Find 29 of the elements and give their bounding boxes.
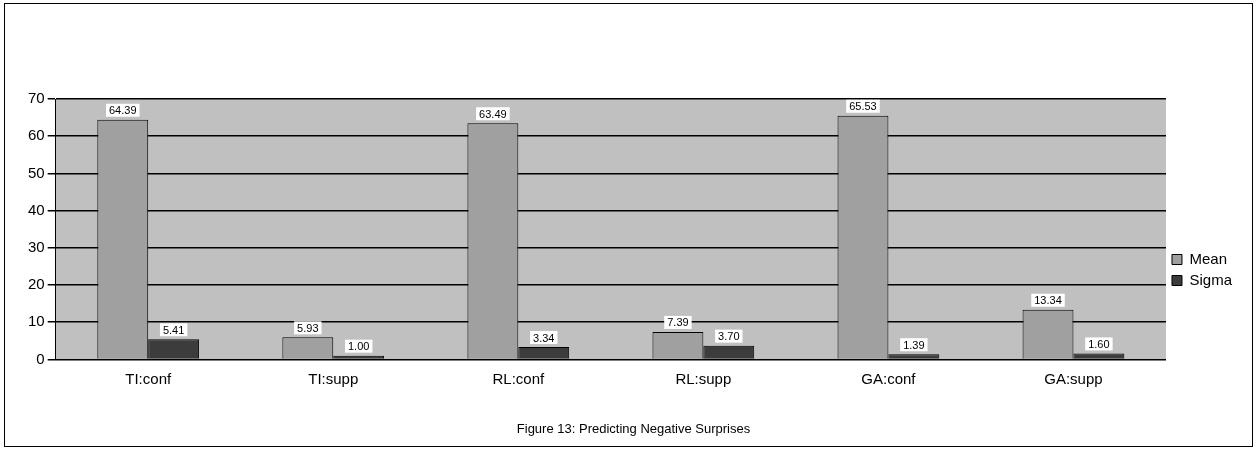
text: Figure 13: Predicting Negative Surprises [516,420,751,436]
data-label: 3.34 [533,331,555,344]
y-tick-label: 20 [28,275,45,293]
x-tick-label: GA:conf [861,369,917,387]
legend-label: Sigma [1189,270,1233,288]
y-tick-label: 40 [28,200,45,218]
data-label: 65.53 [849,100,877,113]
data-label: 1.39 [903,338,925,351]
legend-label: Mean [1189,249,1228,267]
x-tick-label: RL:supp [675,369,732,387]
data-label: 13.34 [1034,294,1062,307]
data-label: 1.00 [347,340,370,353]
y-tick-label: 0 [36,349,45,367]
data-label: 3.70 [718,330,740,343]
x-tick-label: RL:conf [492,369,545,387]
x-tick-label: GA:supp [1044,369,1103,387]
data-label: 5.93 [297,321,319,334]
x-tick-label: TI:supp [308,369,359,387]
data-label: 7.39 [667,316,689,329]
y-tick-label: 50 [28,163,45,181]
data-label: 64.39 [109,104,137,117]
data-label: 1.60 [1088,337,1110,350]
x-tick-label: TI:conf [125,369,172,387]
data-label: 5.41 [162,323,185,336]
y-tick-label: 10 [28,312,45,330]
y-tick-label: 30 [28,237,45,255]
data-label: 63.49 [479,107,507,120]
y-tick-label: 70 [28,89,45,107]
y-tick-label: 60 [28,126,45,144]
